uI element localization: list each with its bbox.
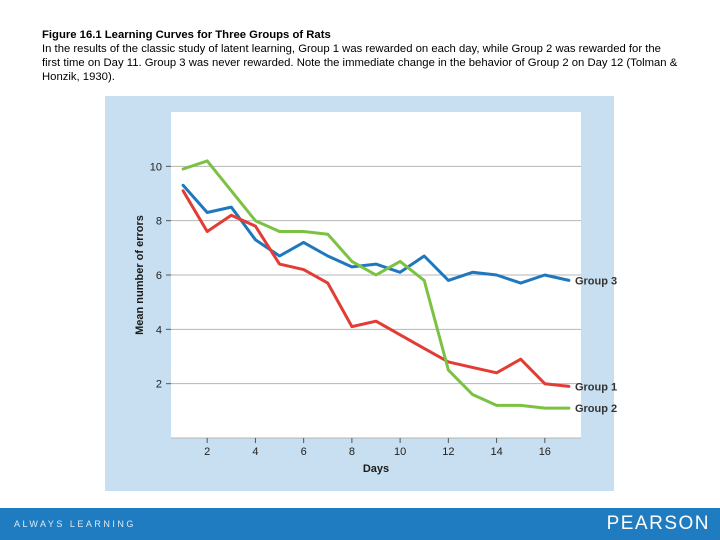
footer-bar: ALWAYS LEARNING PEARSON bbox=[0, 508, 720, 540]
y-tick-label: 2 bbox=[156, 379, 162, 391]
group-1-legend-label: Group 1 bbox=[575, 381, 617, 393]
group-3-legend-label: Group 3 bbox=[575, 275, 617, 287]
group-1-line bbox=[181, 189, 571, 388]
y-tick-label: 6 bbox=[156, 270, 162, 282]
y-axis-label: Mean number of errors bbox=[134, 215, 146, 335]
x-axis-label: Days bbox=[363, 463, 389, 475]
figure-caption: Figure 16.1 Learning Curves for Three Gr… bbox=[42, 28, 682, 84]
y-tick-label: 8 bbox=[156, 216, 162, 228]
learning-curves-chart: 2 4 6 8 10 2 4 6 8 10 12 14 16 Group 3 Group 1 Group 2… bbox=[105, 96, 617, 491]
pearson-logo: PEARSON bbox=[606, 513, 710, 534]
x-tick-label: 16 bbox=[539, 446, 551, 458]
x-tick-label: 14 bbox=[490, 446, 502, 458]
x-tick-label: 8 bbox=[349, 446, 355, 458]
footer-tagline: ALWAYS LEARNING bbox=[14, 519, 136, 529]
y-tick-label: 4 bbox=[156, 324, 162, 336]
x-tick-label: 4 bbox=[252, 446, 258, 458]
group-3-line bbox=[181, 183, 571, 285]
group-2-legend-label: Group 2 bbox=[575, 403, 617, 415]
x-tick-label: 2 bbox=[204, 446, 210, 458]
y-tick-label: 10 bbox=[150, 161, 162, 173]
x-tick-label: 12 bbox=[442, 446, 454, 458]
x-tick-label: 10 bbox=[394, 446, 406, 458]
figure-description: In the results of the classic study of l… bbox=[42, 43, 678, 83]
group-2-line bbox=[181, 159, 571, 410]
figure-title: Figure 16.1 Learning Curves for Three Gr… bbox=[42, 29, 331, 41]
x-tick-label: 6 bbox=[301, 446, 307, 458]
